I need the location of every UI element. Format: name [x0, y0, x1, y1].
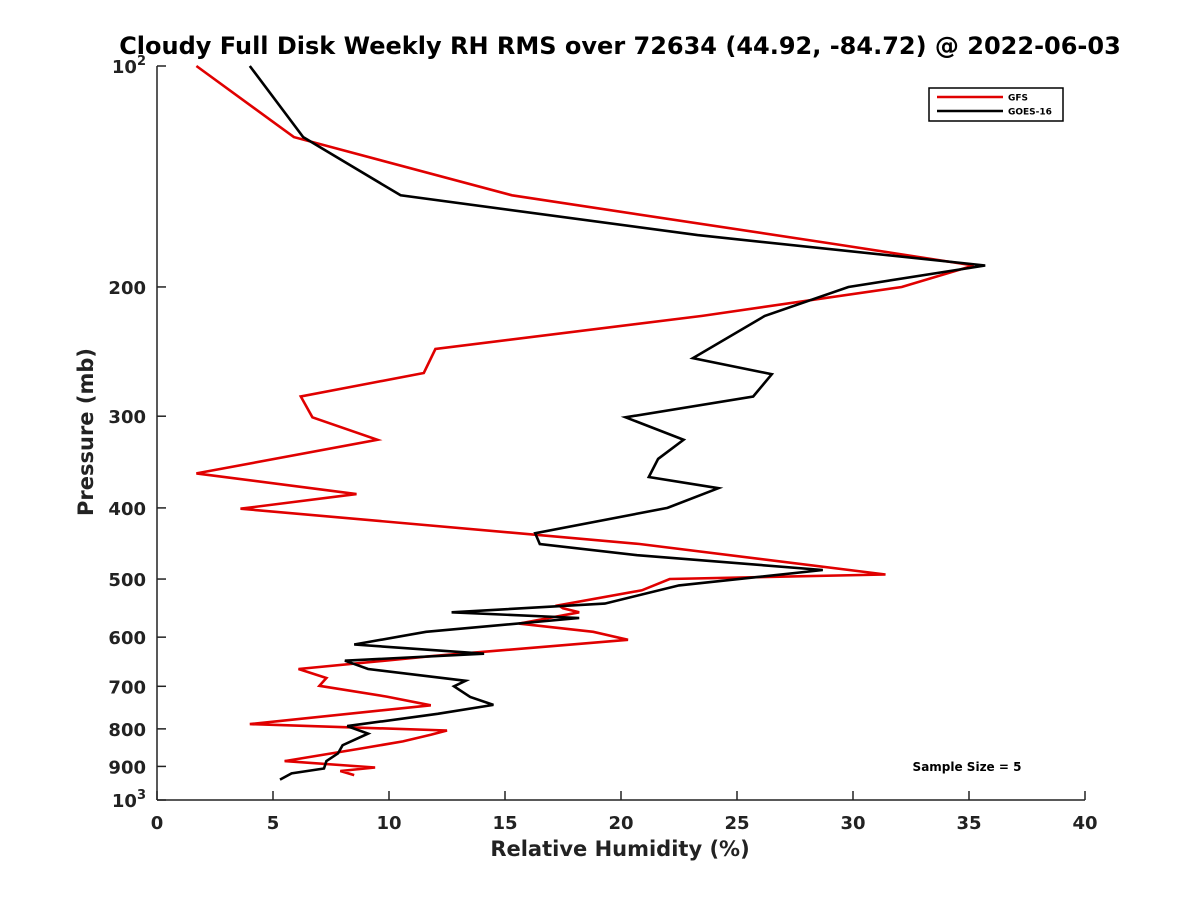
- x-tick-label: 5: [267, 813, 280, 834]
- x-axis: 0 5 10 15 20 25 30 35 40: [151, 791, 1098, 834]
- x-tick-label: 10: [376, 813, 401, 834]
- x-tick-label: 40: [1072, 813, 1097, 834]
- legend-label-gfs: GFS: [1008, 94, 1028, 104]
- x-tick-label: 35: [956, 813, 981, 834]
- plot-lines-group: [195, 64, 986, 781]
- series-line-goes-16: [248, 65, 986, 781]
- x-tick-label: 20: [608, 813, 633, 834]
- legend-label-goes-16: GOES-16: [1008, 108, 1052, 118]
- x-tick-label: 25: [724, 813, 749, 834]
- y-tick-label: 400: [108, 499, 146, 520]
- x-axis-label: Relative Humidity (%): [490, 837, 749, 861]
- sample-size-annotation: Sample Size = 5: [913, 760, 1022, 774]
- y-tick-label: 500: [108, 570, 146, 591]
- x-tick-label: 0: [151, 813, 164, 834]
- legend-box: [928, 87, 1064, 122]
- y-axis-label: Pressure (mb): [74, 348, 98, 516]
- x-tick-label: 30: [840, 813, 865, 834]
- y-tick-label: 900: [108, 757, 146, 778]
- y-tick-label: 200: [108, 278, 146, 299]
- y-tick-label: 800: [108, 720, 146, 741]
- y-tick-label: 600: [108, 628, 146, 649]
- y-tick-label: 700: [108, 677, 146, 698]
- legend: GFS GOES-16: [928, 87, 1064, 122]
- x-tick-label: 15: [492, 813, 517, 834]
- chart-title: Cloudy Full Disk Weekly RH RMS over 7263…: [119, 32, 1121, 60]
- y-tick-label: 300: [108, 407, 146, 428]
